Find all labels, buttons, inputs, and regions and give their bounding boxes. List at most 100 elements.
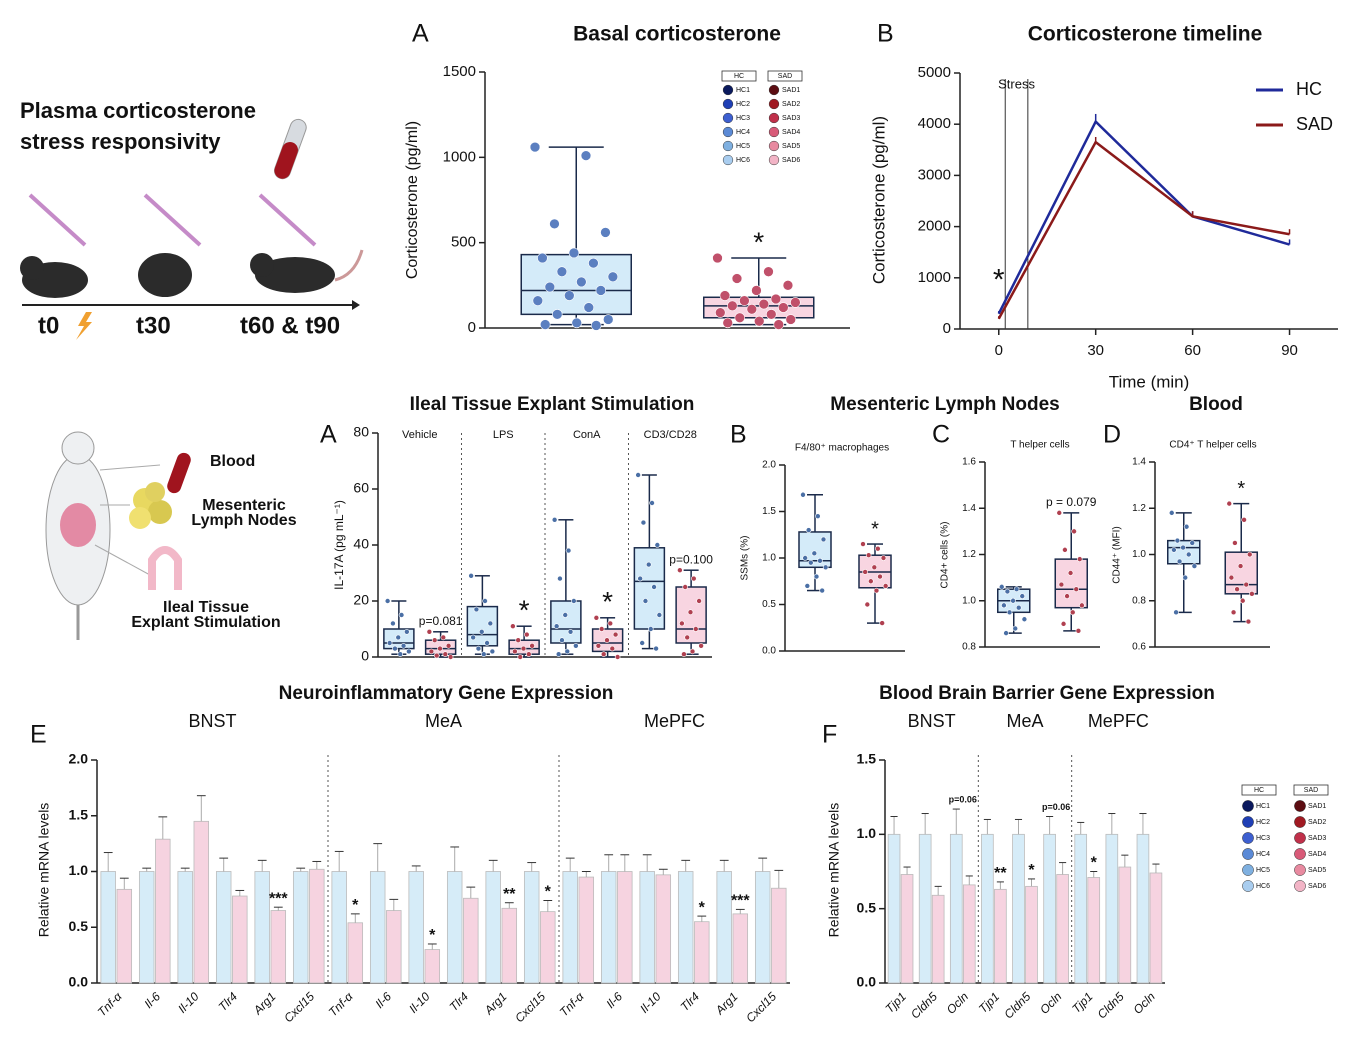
legend-swatch bbox=[1242, 816, 1254, 828]
data-point bbox=[607, 620, 614, 627]
data-point bbox=[1245, 618, 1252, 625]
data-point bbox=[1185, 551, 1192, 558]
y-tick-label: 0.0 bbox=[69, 974, 89, 990]
chart-title: Blood bbox=[1189, 394, 1243, 415]
data-point bbox=[879, 620, 885, 626]
data-point bbox=[526, 651, 532, 658]
bar bbox=[424, 949, 441, 984]
data-point bbox=[588, 257, 599, 269]
stress-label: Stress bbox=[998, 76, 1035, 91]
data-point bbox=[679, 620, 685, 627]
y-tick-label: 1.6 bbox=[962, 457, 976, 468]
data-point bbox=[822, 564, 829, 571]
lymph-node bbox=[145, 482, 165, 502]
y-tick-label: 1.2 bbox=[1132, 503, 1146, 514]
annotation: * bbox=[993, 264, 1005, 297]
data-point bbox=[875, 545, 881, 552]
ileum bbox=[148, 546, 182, 590]
series-line bbox=[997, 119, 1290, 315]
legend-swatch bbox=[1242, 864, 1254, 876]
legend-label: HC1 bbox=[1256, 803, 1270, 810]
data-point bbox=[583, 302, 595, 313]
x-axis-label: Time (min) bbox=[1109, 372, 1190, 391]
legend-header bbox=[1241, 784, 1277, 796]
x-tick-label: Il-10 bbox=[406, 989, 433, 1016]
data-point bbox=[1230, 609, 1237, 616]
data-point bbox=[651, 584, 657, 590]
x-tick-label: Ocln bbox=[1037, 989, 1065, 1017]
data-point bbox=[595, 642, 602, 649]
x-tick-label: Tlr4 bbox=[216, 989, 241, 1014]
data-point bbox=[398, 612, 405, 618]
annotation: p=0.06 bbox=[949, 794, 977, 804]
data-point bbox=[1189, 540, 1196, 546]
data-point bbox=[556, 266, 568, 277]
x-tick-label: Ocln bbox=[944, 989, 972, 1017]
data-point bbox=[682, 584, 688, 590]
timepoint: t60 & t90 bbox=[240, 312, 340, 339]
legend-swatch bbox=[722, 126, 734, 138]
y-tick-label: 60 bbox=[353, 480, 369, 496]
data-point bbox=[571, 598, 577, 604]
panel-letter: B bbox=[730, 421, 747, 449]
y-tick-label: 80 bbox=[353, 424, 369, 440]
mouse-head bbox=[61, 431, 95, 465]
data-point bbox=[440, 634, 447, 641]
x-tick-label: 30 bbox=[1087, 342, 1104, 359]
data-point bbox=[731, 273, 743, 284]
x-tick-label: Ocln bbox=[1130, 989, 1158, 1017]
data-point bbox=[390, 620, 396, 627]
y-tick-label: 0.8 bbox=[1132, 595, 1146, 606]
legend-label: HC2 bbox=[1256, 819, 1270, 826]
data-point bbox=[805, 527, 812, 533]
legend-swatch bbox=[768, 154, 780, 166]
data-point bbox=[426, 628, 433, 635]
y-tick-label: 20 bbox=[353, 592, 369, 608]
legend-label: HC2 bbox=[736, 101, 750, 108]
legend-label: SAD3 bbox=[1308, 835, 1326, 842]
data-point bbox=[568, 247, 580, 259]
bar bbox=[918, 833, 932, 984]
legend-label: HC1 bbox=[736, 87, 750, 94]
data-point bbox=[567, 628, 574, 635]
data-point bbox=[604, 637, 610, 644]
data-point bbox=[549, 218, 560, 230]
data-point bbox=[739, 295, 750, 306]
y-tick-label: 2000 bbox=[918, 218, 951, 235]
y-tick-label: 1.0 bbox=[857, 825, 877, 841]
bar bbox=[754, 871, 771, 984]
data-point bbox=[1012, 625, 1019, 632]
data-point bbox=[882, 583, 889, 589]
x-tick-label: Tjp1 bbox=[1069, 989, 1095, 1015]
y-tick-label: 1.4 bbox=[962, 503, 976, 514]
y-tick-label: 1.4 bbox=[1132, 457, 1146, 468]
legend-swatch bbox=[1294, 880, 1306, 892]
data-point bbox=[1067, 570, 1074, 576]
data-point bbox=[746, 303, 758, 315]
data-point bbox=[529, 141, 541, 153]
data-point bbox=[1069, 609, 1076, 616]
lymph-node bbox=[148, 500, 172, 524]
legend-label: SAD1 bbox=[1308, 803, 1326, 810]
data-point bbox=[751, 285, 762, 296]
data-point bbox=[804, 583, 811, 589]
data-point bbox=[1226, 500, 1233, 507]
data-point bbox=[557, 575, 563, 582]
data-point bbox=[532, 295, 544, 306]
tissue-label: Blood bbox=[210, 453, 255, 470]
data-point bbox=[693, 626, 699, 632]
x-tick-label: Tlr4 bbox=[678, 989, 703, 1014]
data-point bbox=[1249, 591, 1255, 597]
subtitle: T helper cells bbox=[1010, 440, 1069, 451]
legend-swatch bbox=[722, 154, 734, 166]
bar bbox=[887, 833, 901, 984]
legend-swatch bbox=[768, 140, 780, 152]
x-tick-label: Tlr4 bbox=[447, 989, 472, 1014]
y-tick-label: 4000 bbox=[918, 115, 951, 132]
legend-label: HC5 bbox=[1256, 867, 1270, 874]
data-point bbox=[1168, 510, 1175, 516]
legend-swatch bbox=[768, 126, 780, 138]
annotation: p=0.06 bbox=[1042, 802, 1070, 812]
data-point bbox=[727, 300, 738, 312]
data-point bbox=[1176, 558, 1183, 565]
